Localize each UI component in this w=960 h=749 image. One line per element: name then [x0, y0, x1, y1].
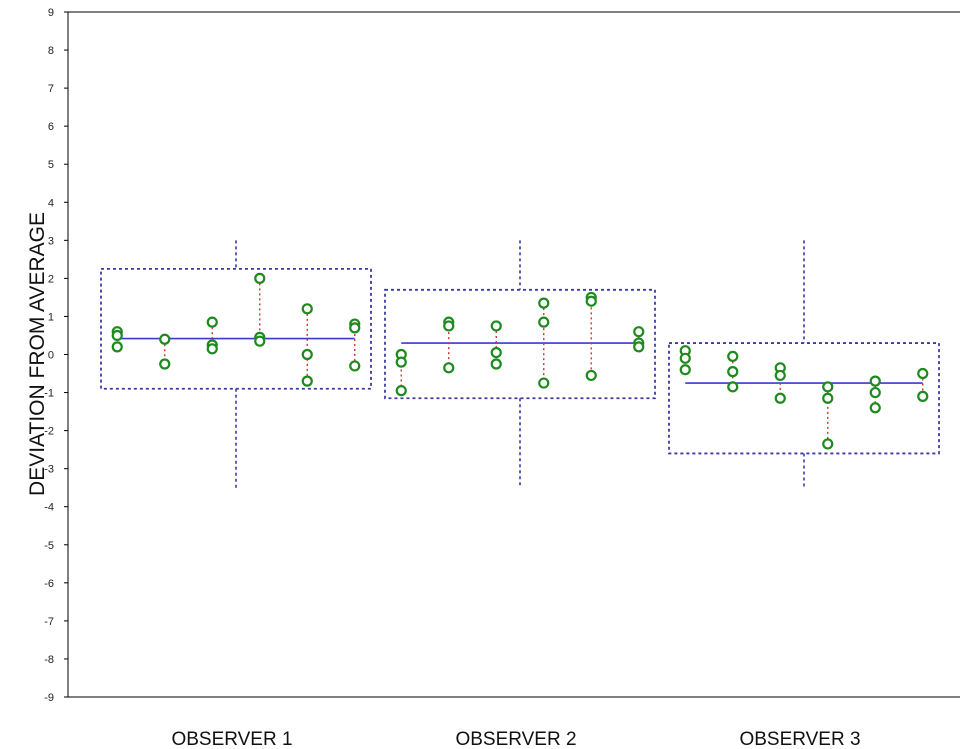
- data-point: [349, 360, 361, 372]
- data-point: [727, 350, 739, 363]
- data-point: [159, 358, 171, 370]
- y-tick-label: 5: [48, 159, 54, 171]
- data-point: [111, 329, 123, 342]
- group-2: [384, 240, 656, 488]
- data-point: [727, 381, 739, 393]
- data-point: [538, 377, 550, 389]
- data-point: [206, 343, 218, 355]
- data-point: [443, 320, 455, 332]
- data-point: [633, 341, 645, 353]
- data-point: [159, 333, 171, 345]
- data-point: [727, 366, 739, 378]
- range-box: [384, 288, 656, 400]
- y-tick-label: -4: [44, 502, 54, 514]
- range-box: [100, 267, 372, 390]
- data-point: [869, 402, 881, 414]
- data-point: [349, 322, 361, 334]
- range-box: [668, 342, 940, 455]
- y-tick-label: 3: [48, 235, 54, 247]
- y-tick-label: -9: [44, 692, 54, 704]
- data-point: [822, 438, 834, 450]
- data-point: [917, 390, 929, 402]
- y-tick-label: 2: [48, 273, 54, 285]
- data-point: [301, 375, 313, 387]
- data-point: [206, 316, 218, 328]
- group-3: [668, 240, 940, 488]
- data-point: [395, 356, 407, 368]
- y-axis-ticks: 9 8 7 6 5 4 3 2 1 0 -1 -2 -3 -4 -5 -6 -7 -8 -9: [44, 7, 68, 704]
- y-tick-label: -5: [44, 540, 54, 552]
- data-point: [869, 386, 881, 399]
- y-tick-label: 0: [48, 350, 54, 362]
- group-1: [100, 240, 372, 488]
- category-label: OBSERVER 1: [171, 729, 292, 749]
- data-point: [869, 375, 881, 387]
- y-tick-label: -1: [44, 388, 54, 400]
- data-point: [443, 362, 455, 374]
- data-point: [111, 341, 123, 353]
- data-point: [301, 303, 313, 315]
- data-point: [679, 364, 691, 376]
- y-tick-label: -7: [44, 616, 54, 628]
- y-tick-label: -6: [44, 578, 54, 590]
- axes: [67, 11, 960, 698]
- y-tick-label: -2: [44, 426, 54, 438]
- data-point: [395, 385, 407, 397]
- observer-groups: [100, 240, 940, 488]
- category-labels: OBSERVER 1 OBSERVER 2 OBSERVER 3: [171, 729, 860, 749]
- data-point: [585, 369, 597, 382]
- data-point: [822, 381, 834, 393]
- category-label: OBSERVER 3: [739, 729, 860, 749]
- y-tick-label: 4: [48, 197, 54, 209]
- data-point: [822, 392, 834, 404]
- y-tick-label: 6: [48, 121, 54, 133]
- data-point: [490, 320, 502, 332]
- data-point: [774, 392, 786, 404]
- y-axis-title: DEVIATION FROM AVERAGE: [26, 212, 49, 496]
- data-point: [254, 272, 266, 284]
- y-tick-label: -8: [44, 654, 54, 666]
- data-point: [254, 335, 266, 347]
- data-point: [774, 369, 786, 382]
- data-point: [633, 326, 645, 338]
- data-point: [917, 367, 929, 380]
- y-tick-label: 8: [48, 45, 54, 57]
- y-tick-label: 9: [48, 7, 54, 19]
- data-point: [538, 316, 550, 328]
- data-point: [490, 358, 502, 370]
- data-point: [490, 346, 502, 359]
- y-tick-label: 1: [48, 311, 54, 323]
- category-label: OBSERVER 2: [455, 729, 576, 749]
- data-point: [679, 352, 691, 364]
- data-point: [301, 348, 313, 361]
- y-tick-label: 7: [48, 83, 54, 95]
- data-point: [538, 297, 550, 309]
- y-tick-label: -3: [44, 464, 54, 476]
- data-point: [585, 295, 597, 307]
